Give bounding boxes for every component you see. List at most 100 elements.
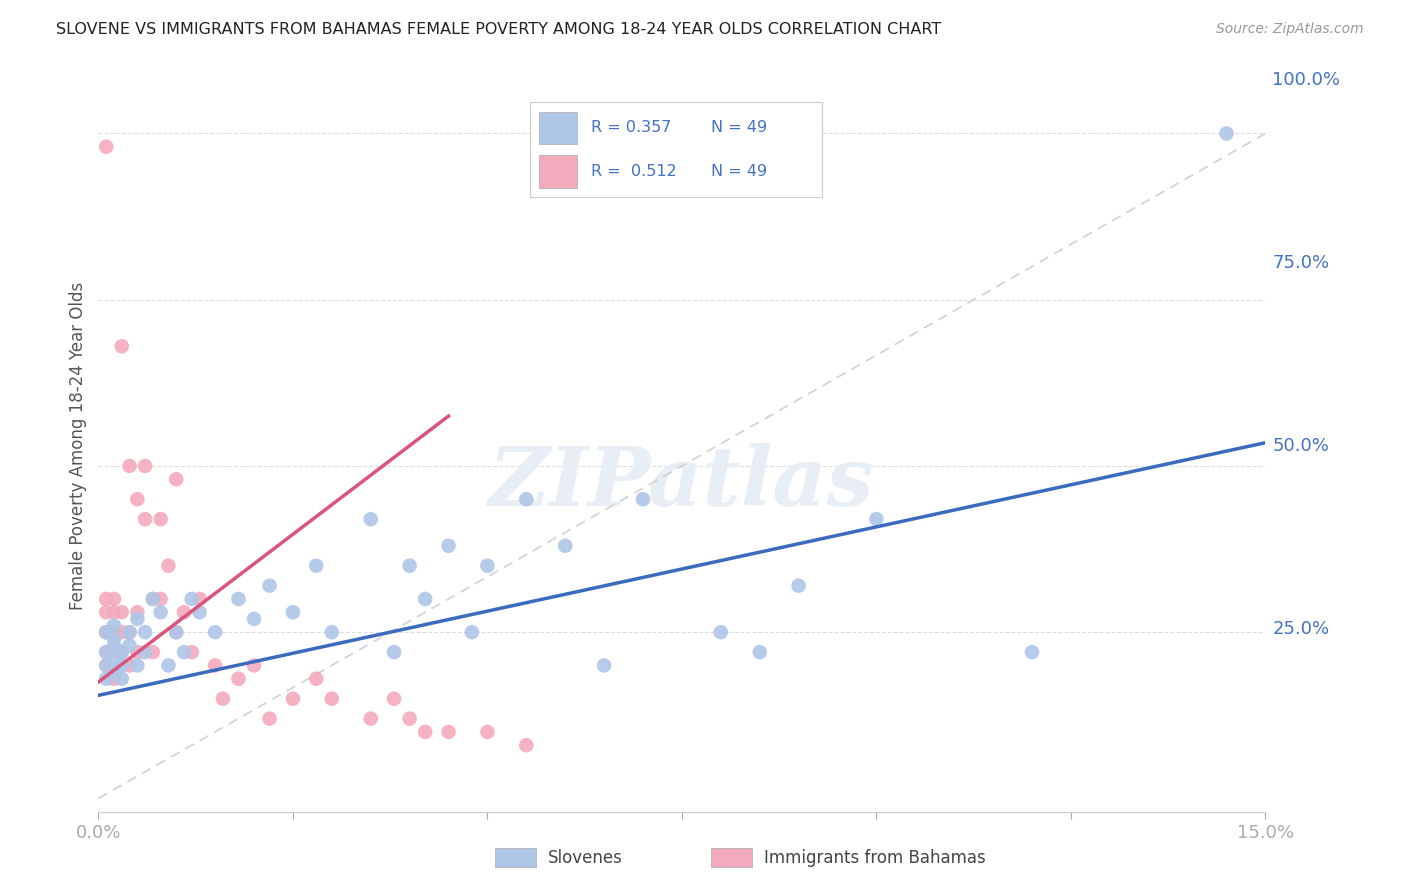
- Point: [103, 605, 125, 619]
- FancyBboxPatch shape: [495, 848, 536, 867]
- Point: [1215, 127, 1237, 141]
- Point: [103, 665, 125, 679]
- Text: Immigrants from Bahamas: Immigrants from Bahamas: [763, 849, 986, 867]
- Point: [228, 591, 250, 606]
- Point: [243, 612, 266, 626]
- Point: [134, 625, 156, 640]
- Point: [787, 579, 810, 593]
- Point: [96, 645, 118, 659]
- Point: [413, 725, 436, 739]
- Point: [398, 558, 420, 573]
- Point: [631, 492, 654, 507]
- Point: [103, 652, 125, 666]
- Point: [118, 625, 141, 640]
- Point: [103, 591, 125, 606]
- Point: [127, 605, 149, 619]
- Point: [149, 591, 172, 606]
- Point: [118, 458, 141, 473]
- Point: [259, 712, 281, 726]
- Point: [165, 625, 187, 640]
- Point: [142, 591, 165, 606]
- Text: ZIPatlas: ZIPatlas: [489, 442, 875, 523]
- Point: [111, 645, 134, 659]
- Point: [96, 658, 118, 673]
- Point: [259, 579, 281, 593]
- FancyBboxPatch shape: [711, 848, 752, 867]
- Point: [865, 512, 887, 526]
- Point: [321, 691, 343, 706]
- Point: [111, 672, 134, 686]
- Point: [461, 625, 484, 640]
- Text: SLOVENE VS IMMIGRANTS FROM BAHAMAS FEMALE POVERTY AMONG 18-24 YEAR OLDS CORRELAT: SLOVENE VS IMMIGRANTS FROM BAHAMAS FEMAL…: [56, 22, 942, 37]
- Point: [173, 605, 195, 619]
- Point: [477, 558, 499, 573]
- Point: [554, 539, 576, 553]
- Point: [305, 558, 328, 573]
- Point: [281, 691, 304, 706]
- Text: 75.0%: 75.0%: [1272, 254, 1330, 272]
- Point: [360, 712, 382, 726]
- Point: [134, 645, 156, 659]
- Point: [477, 725, 499, 739]
- Point: [165, 625, 187, 640]
- Text: 100.0%: 100.0%: [1272, 71, 1340, 89]
- Point: [228, 672, 250, 686]
- Point: [748, 645, 770, 659]
- Point: [127, 658, 149, 673]
- Point: [96, 672, 118, 686]
- Point: [515, 738, 537, 752]
- Point: [118, 625, 141, 640]
- Point: [96, 625, 118, 640]
- Point: [111, 625, 134, 640]
- Point: [103, 625, 125, 640]
- Point: [305, 672, 328, 686]
- Point: [243, 658, 266, 673]
- Point: [103, 645, 125, 659]
- Point: [96, 658, 118, 673]
- Point: [437, 725, 460, 739]
- Point: [134, 512, 156, 526]
- Point: [118, 639, 141, 653]
- Point: [103, 618, 125, 632]
- Point: [118, 658, 141, 673]
- Point: [173, 645, 195, 659]
- Point: [188, 605, 211, 619]
- Point: [96, 591, 118, 606]
- Point: [96, 625, 118, 640]
- Text: Slovenes: Slovenes: [548, 849, 623, 867]
- Point: [212, 691, 235, 706]
- Point: [103, 632, 125, 646]
- Point: [157, 558, 180, 573]
- Point: [1021, 645, 1043, 659]
- Point: [710, 625, 733, 640]
- Y-axis label: Female Poverty Among 18-24 Year Olds: Female Poverty Among 18-24 Year Olds: [69, 282, 87, 610]
- Point: [382, 691, 405, 706]
- Point: [127, 645, 149, 659]
- Point: [103, 672, 125, 686]
- Point: [149, 512, 172, 526]
- Text: 25.0%: 25.0%: [1272, 620, 1330, 638]
- Point: [96, 140, 118, 154]
- Text: 50.0%: 50.0%: [1272, 437, 1329, 455]
- Point: [96, 645, 118, 659]
- Point: [149, 605, 172, 619]
- Point: [360, 512, 382, 526]
- Point: [111, 645, 134, 659]
- Point: [398, 712, 420, 726]
- Point: [134, 458, 156, 473]
- Point: [204, 658, 226, 673]
- Point: [281, 605, 304, 619]
- Point: [165, 472, 187, 486]
- Point: [111, 339, 134, 353]
- Point: [204, 625, 226, 640]
- Point: [103, 639, 125, 653]
- Point: [96, 605, 118, 619]
- Point: [437, 539, 460, 553]
- Point: [413, 591, 436, 606]
- Point: [142, 645, 165, 659]
- Point: [127, 492, 149, 507]
- Point: [515, 492, 537, 507]
- Point: [180, 645, 202, 659]
- Point: [127, 612, 149, 626]
- Point: [96, 625, 118, 640]
